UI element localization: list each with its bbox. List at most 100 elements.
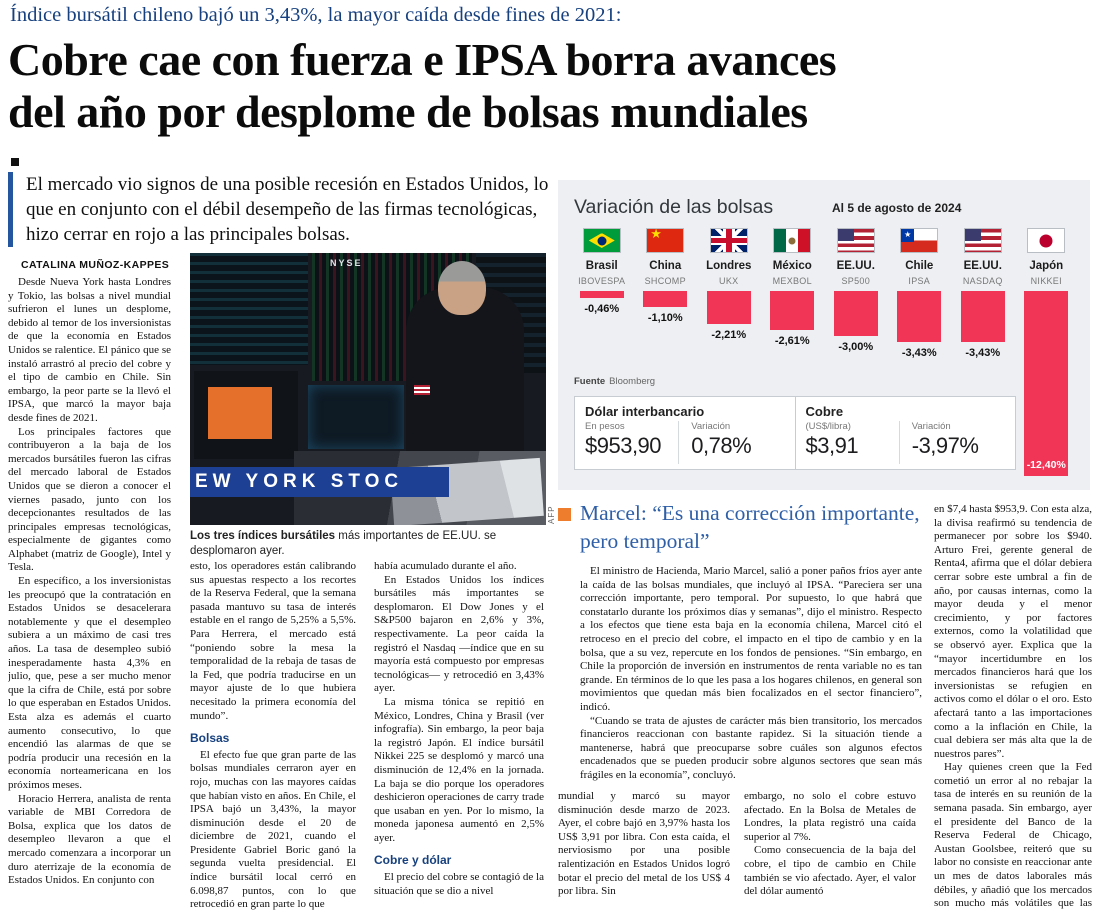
headline-line-1: Cobre cae con fuerza e IPSA borra avance… bbox=[8, 34, 837, 85]
chart-index-label: MEXBOL bbox=[772, 276, 812, 286]
copper-value: $3,91 bbox=[805, 433, 859, 458]
chart-column: EE.UU. NASDAQ -3,43% bbox=[951, 228, 1015, 476]
chart-bar bbox=[897, 291, 942, 342]
body-column-2a: esto, los operadores están calibrando su… bbox=[190, 560, 356, 722]
chart-index-label: SP500 bbox=[841, 276, 871, 286]
chart-index-label: NIKKEI bbox=[1030, 276, 1062, 286]
chart-value-label: -3,43% bbox=[901, 347, 937, 359]
lede: El mercado vio signos de una posible rec… bbox=[8, 172, 554, 248]
chart-country-label: Brasil bbox=[585, 260, 618, 272]
monitor-wall-icon bbox=[190, 253, 308, 365]
body-column-2: esto, los operadores están calibrando su… bbox=[190, 560, 356, 912]
chart-country-label: México bbox=[772, 260, 812, 272]
chart-bar bbox=[833, 291, 878, 336]
flag-jp-icon bbox=[1027, 228, 1066, 253]
chart-index-label: UKX bbox=[719, 276, 739, 286]
copper-stats: Cobre (US$/libra) $3,91 Variación -3,97% bbox=[794, 397, 1016, 469]
copper-price: (US$/libra) $3,91 bbox=[806, 421, 899, 464]
chart-column: México MEXBOL -2,61% bbox=[761, 228, 825, 476]
nyse-photo: EW YORK STOC NYSE bbox=[190, 253, 546, 525]
chart-bar: -12,40% bbox=[1024, 291, 1069, 476]
dollar-pesos: En pesos $953,90 bbox=[585, 421, 678, 464]
chart-source-name: Bloomberg bbox=[609, 376, 656, 387]
chart-value-label: -0,46% bbox=[584, 303, 620, 315]
subhead-cobre-dolar: Cobre y dólar bbox=[374, 853, 452, 868]
chart-bar bbox=[706, 291, 751, 324]
copper-title: Cobre bbox=[805, 404, 844, 419]
photo-caption-bold: Los tres índices bursátiles bbox=[190, 530, 336, 542]
dollar-variation: Variación 0,78% bbox=[678, 421, 784, 464]
flag-uk-icon bbox=[709, 228, 748, 253]
chart-column: Brasil IBOVESPA -0,46% bbox=[570, 228, 634, 476]
chart-index-label: NASDAQ bbox=[962, 276, 1003, 286]
chart-column: EE.UU. SP500 -3,00% bbox=[824, 228, 888, 476]
photo-caption-rest: más importantes de EE.UU. se desplomaron… bbox=[190, 530, 497, 557]
body-column-3a: había acumulado durante el año. En Estado… bbox=[374, 560, 544, 844]
photo-caption: Los tres índices bursátiles más importan… bbox=[190, 529, 546, 559]
section-bullet-icon bbox=[558, 508, 571, 521]
chart-column: Londres UKX -2,21% bbox=[697, 228, 761, 476]
flag-cl-icon: ★ bbox=[900, 228, 939, 253]
chart-value-label: -2,61% bbox=[774, 335, 810, 347]
nyse-banner: EW YORK STOC bbox=[190, 467, 449, 497]
nyse-sign: NYSE bbox=[330, 258, 363, 268]
chart-index-label: IPSA bbox=[908, 276, 931, 286]
chart-bar bbox=[579, 291, 624, 298]
chart-source-label: Fuente bbox=[574, 376, 606, 387]
marcel-section: Marcel: “Es una corrección importante, p… bbox=[558, 500, 922, 783]
chart-index-label: IBOVESPA bbox=[578, 276, 626, 286]
chart-bar bbox=[643, 291, 688, 307]
body-column-2b: El efecto fue que gran parte de las bols… bbox=[190, 748, 356, 911]
market-stats-box: Dólar interbancario En pesos $953,90 Var… bbox=[574, 396, 1016, 470]
body-column-3b: El precio del cobre se contagió de la si… bbox=[374, 871, 544, 897]
dollar-value: $953,90 bbox=[585, 433, 662, 458]
chart-country-label: Japón bbox=[1029, 260, 1064, 272]
chart-column: ★ Chile IPSA -3,43% bbox=[888, 228, 952, 476]
chart-column: Japón NIKKEI -12,40% bbox=[1015, 228, 1079, 476]
chart-country-label: China bbox=[649, 260, 682, 272]
chart-title: Variación de las bolsas bbox=[574, 196, 774, 218]
photo-credit: AFP bbox=[547, 505, 556, 524]
subhead-bolsas: Bolsas bbox=[190, 731, 230, 746]
dollar-stats: Dólar interbancario En pesos $953,90 Var… bbox=[575, 397, 795, 469]
marcel-title: Marcel: “Es una corrección importante, p… bbox=[580, 501, 920, 553]
chart-value-label: -3,43% bbox=[965, 347, 1001, 359]
flag-br-icon bbox=[582, 228, 621, 253]
chart-index-label: SHCOMP bbox=[644, 276, 686, 286]
body-column-3: había acumulado durante el año. En Estado… bbox=[374, 560, 544, 912]
headline: Cobre cae con fuerza e IPSA borra avance… bbox=[8, 34, 1083, 137]
copper-variation: Variación -3,97% bbox=[898, 421, 1005, 464]
flag-cn-icon: ★ bbox=[646, 228, 685, 253]
chart-value-label: -3,00% bbox=[838, 341, 874, 353]
dollar-title: Dólar interbancario bbox=[585, 404, 705, 419]
chart-bar bbox=[770, 291, 815, 330]
monitor-orange-icon bbox=[194, 371, 298, 459]
dollar-variation-value: 0,78% bbox=[691, 433, 752, 458]
flag-us-icon bbox=[836, 228, 875, 253]
chart-value-label: -1,10% bbox=[647, 312, 683, 324]
body-column-5: embargo, no solo el cobre estuvo afectad… bbox=[744, 790, 916, 898]
kicker: Índice bursátil chileno bajó un 3,43%, l… bbox=[10, 4, 622, 26]
marcel-body: El ministro de Hacienda, Mario Marcel, s… bbox=[580, 565, 922, 781]
chart-country-label: Londres bbox=[706, 260, 752, 272]
chart-columns: Brasil IBOVESPA -0,46% ★ China SHCOMP -1,10% Lo… bbox=[570, 228, 1078, 476]
chart-value-label: -12,40% bbox=[1026, 459, 1066, 471]
chart-column: ★ China SHCOMP -1,10% bbox=[634, 228, 698, 476]
flag-mx-icon bbox=[773, 228, 812, 253]
chart-bar bbox=[960, 291, 1005, 342]
body-column-4: mundial y marcó su mayor disminución des… bbox=[558, 790, 730, 898]
market-chart-panel: Variación de las bolsas Al 5 de agosto d… bbox=[558, 180, 1090, 490]
body-column-1: Desde Nueva York hasta Londres y Tokio, … bbox=[8, 276, 171, 887]
flag-us-icon bbox=[963, 228, 1002, 253]
headline-line-2: del año por desplome de bolsas mundiales bbox=[8, 85, 808, 137]
chart-country-label: Chile bbox=[905, 260, 934, 272]
chart-country-label: EE.UU. bbox=[836, 260, 875, 272]
section-marker bbox=[11, 158, 19, 166]
byline: CATALINA MUÑOZ-KAPPES bbox=[21, 259, 170, 271]
copper-variation-value: -3,97% bbox=[911, 433, 979, 458]
chart-date-label: Al 5 de agosto de 2024 bbox=[832, 201, 962, 215]
body-column-6: en $7,4 hasta $953,9. Con esta alza, la … bbox=[934, 503, 1092, 912]
chart-value-label: -2,21% bbox=[711, 329, 747, 341]
chart-country-label: EE.UU. bbox=[963, 260, 1002, 272]
